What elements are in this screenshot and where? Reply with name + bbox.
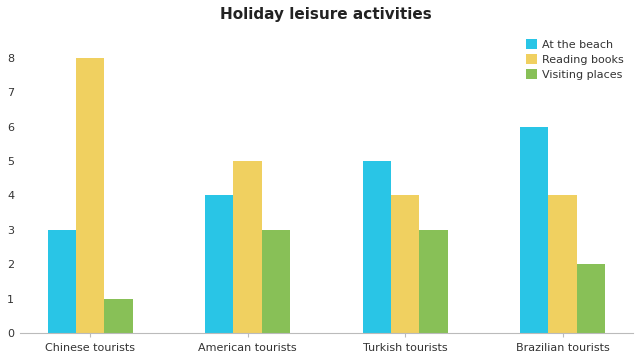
Legend: At the beach, Reading books, Visiting places: At the beach, Reading books, Visiting pl… [522, 36, 627, 84]
Bar [234, 161, 262, 333]
Bar [548, 195, 577, 333]
Bar [104, 299, 132, 333]
Bar [520, 127, 548, 333]
Bar [47, 230, 76, 333]
Bar [577, 264, 605, 333]
Bar [205, 195, 234, 333]
Bar [262, 230, 290, 333]
Title: Holiday leisure activities: Holiday leisure activities [220, 7, 432, 22]
Bar [391, 195, 419, 333]
Bar [363, 161, 391, 333]
Bar [76, 58, 104, 333]
Bar [419, 230, 447, 333]
